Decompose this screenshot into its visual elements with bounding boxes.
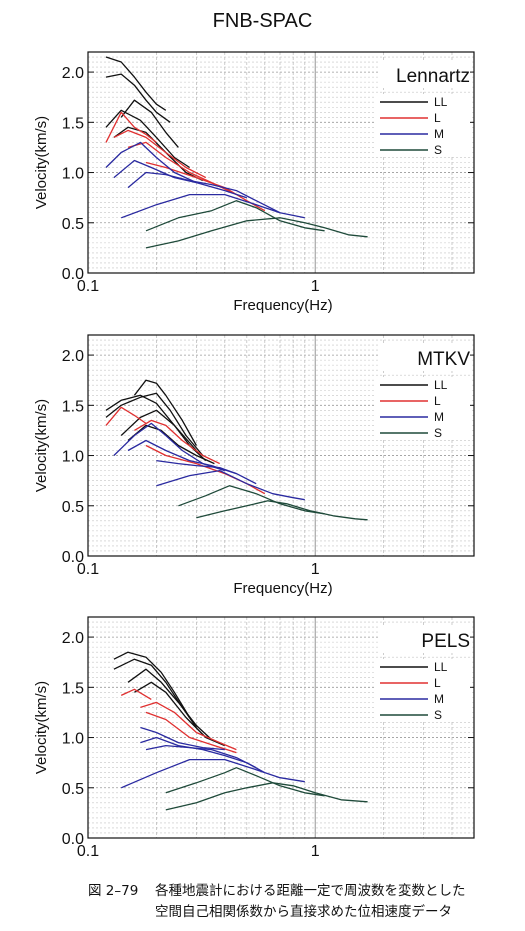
legend-label-m: M — [434, 410, 444, 424]
legend-label-s: S — [434, 708, 442, 722]
series-line-l — [145, 711, 237, 754]
chart-panel-pels: 0.00.51.01.52.00.11Frequency(Hz)Velocity… — [33, 616, 475, 860]
y-tick-label: 1.5 — [62, 680, 84, 697]
series-line-s — [165, 767, 325, 797]
y-tick-label: 0.5 — [62, 781, 84, 798]
legend-bg — [376, 659, 470, 721]
x-tick-label: 1 — [311, 278, 320, 295]
legend-label-s: S — [434, 426, 442, 440]
series-line-l — [120, 688, 152, 700]
panel-label-bg — [378, 60, 470, 88]
legend-label-l: L — [434, 111, 441, 125]
series-line-m — [140, 736, 266, 774]
series-line-ll — [127, 424, 215, 465]
y-tick-label: 0.0 — [62, 549, 84, 566]
y-axis-label: Velocity(km/s) — [33, 681, 50, 774]
series-line-s — [196, 500, 368, 521]
legend-label-l: L — [434, 676, 441, 690]
legend-label-m: M — [434, 127, 444, 141]
plot-frame — [87, 51, 475, 274]
series-line-ll — [105, 73, 171, 123]
series-line-m — [127, 171, 281, 214]
series-line-ll — [127, 668, 213, 741]
y-tick-label: 1.0 — [62, 449, 84, 466]
series-line-m — [145, 744, 257, 769]
series-line-ll — [120, 99, 179, 148]
series-line-m — [120, 193, 305, 219]
panel-label: PELS — [421, 631, 470, 652]
legend-label-ll: LL — [434, 660, 448, 674]
plot-frame — [87, 616, 475, 839]
series-line-m — [105, 141, 197, 184]
panel-label: MTKV — [417, 349, 470, 370]
y-axis-label: Velocity(km/s) — [33, 399, 50, 492]
legend-label-ll: LL — [434, 378, 448, 392]
y-tick-label: 1.5 — [62, 398, 84, 415]
x-axis-label: Frequency(Hz) — [233, 580, 332, 597]
y-tick-label: 0.0 — [62, 266, 84, 283]
series-line-ll — [105, 56, 167, 111]
series-line-m — [120, 758, 305, 789]
series-line-ll — [105, 109, 190, 169]
series-line-ll — [105, 392, 204, 456]
series-line-m — [156, 469, 305, 501]
series-line-m — [113, 159, 247, 199]
caption-line-1: 各種地震計における距離一定で周波数を変数とした — [155, 883, 466, 899]
caption-number: 図 2–79 — [88, 883, 139, 899]
series-line-ll — [134, 681, 226, 747]
y-tick-label: 1.0 — [62, 166, 84, 183]
panel-label-bg — [378, 343, 470, 371]
y-tick-label: 1.0 — [62, 731, 84, 748]
legend-bg — [376, 94, 470, 156]
y-tick-label: 1.5 — [62, 115, 84, 132]
series-line-l — [105, 111, 157, 143]
y-tick-label: 2.0 — [62, 65, 84, 82]
y-tick-label: 2.0 — [62, 630, 84, 647]
plot-frame — [87, 334, 475, 557]
legend-label-ll: LL — [434, 95, 448, 109]
series-line-s — [145, 200, 325, 232]
series-line-ll — [133, 379, 197, 446]
panel-label-bg — [378, 625, 470, 653]
x-axis-label: Frequency(Hz) — [233, 297, 332, 314]
legend-label-m: M — [434, 692, 444, 706]
chart-panel-lennartz: 0.0 0.5 1.0 1.5 2.0 0.1 1 Frequency(Hz) Velocity… — [33, 51, 475, 314]
series-line-m — [140, 726, 225, 751]
y-tick-label: 0.0 — [62, 831, 84, 848]
legend-bg — [376, 377, 470, 439]
y-tick-label: 2.0 — [62, 348, 84, 365]
legend-label-s: S — [434, 143, 442, 157]
series-line-s — [165, 782, 368, 811]
series-line-m — [156, 459, 237, 475]
series-line-l — [113, 129, 207, 179]
y-axis-label: Velocity(km/s) — [33, 116, 50, 209]
series-line-l — [134, 419, 220, 465]
legend-label-l: L — [434, 394, 441, 408]
series-line-s — [145, 217, 368, 249]
x-tick-label: 0.1 — [77, 561, 99, 578]
series-line-ll — [113, 651, 191, 718]
x-tick-label: 1 — [311, 561, 320, 578]
y-tick-label: 0.5 — [62, 499, 84, 516]
x-tick-label: 0.1 — [77, 843, 99, 860]
series-line-s — [178, 485, 325, 515]
series-line-l — [140, 701, 237, 751]
figure-canvas: 0.0 0.5 1.0 1.5 2.0 0.1 1 Frequency(Hz) Velocity… — [33, 51, 475, 860]
series-line-l — [105, 406, 147, 426]
x-tick-label: 0.1 — [77, 278, 99, 295]
chart-panel-mtkv: 0.0 0.5 1.0 1.5 2.0 0.1 1 Frequency(Hz) Velocity… — [33, 334, 475, 597]
figure-title: FNB-SPAC — [212, 10, 313, 32]
y-tick-label: 0.5 — [62, 216, 84, 233]
panel-label: Lennartz — [396, 66, 470, 87]
caption-line-2: 空間自己相関係数から直接求めた位相速度データ — [155, 904, 452, 920]
x-tick-label: 1 — [311, 843, 320, 860]
